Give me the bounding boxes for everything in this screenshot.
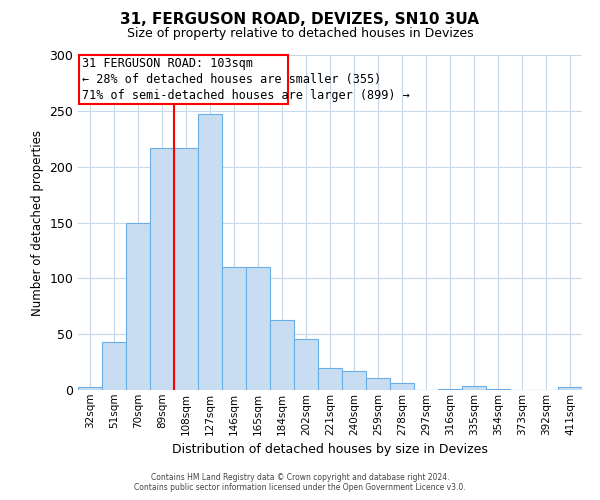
Bar (126, 222, 150, 390)
Bar (174, 148, 198, 390)
Bar (342, 371, 366, 390)
Text: 31 FERGUSON ROAD: 103sqm: 31 FERGUSON ROAD: 103sqm (82, 57, 253, 70)
Bar (246, 267, 270, 390)
X-axis label: Distribution of detached houses by size in Devizes: Distribution of detached houses by size … (172, 443, 488, 456)
Bar (558, 386, 582, 390)
Text: 71% of semi-detached houses are larger (899) →: 71% of semi-detached houses are larger (… (82, 88, 409, 102)
Bar (102, 342, 126, 390)
Bar (486, 389, 510, 390)
Text: 31, FERGUSON ROAD, DEVIZES, SN10 3UA: 31, FERGUSON ROAD, DEVIZES, SN10 3UA (121, 12, 479, 28)
Bar (366, 378, 390, 390)
Bar (462, 386, 486, 390)
Text: Contains HM Land Registry data © Crown copyright and database right 2024.
Contai: Contains HM Land Registry data © Crown c… (134, 473, 466, 492)
Bar (438, 389, 462, 390)
Bar (270, 320, 294, 390)
Bar (294, 338, 318, 390)
Text: Size of property relative to detached houses in Devizes: Size of property relative to detached ho… (127, 28, 473, 40)
Y-axis label: Number of detached properties: Number of detached properties (31, 130, 44, 316)
Bar (318, 368, 342, 390)
Bar (198, 114, 222, 390)
Bar (222, 267, 246, 390)
Text: ← 28% of detached houses are smaller (355): ← 28% of detached houses are smaller (35… (82, 73, 381, 86)
FancyBboxPatch shape (79, 55, 288, 104)
Bar (390, 384, 414, 390)
Bar (150, 148, 174, 390)
Bar (78, 386, 102, 390)
